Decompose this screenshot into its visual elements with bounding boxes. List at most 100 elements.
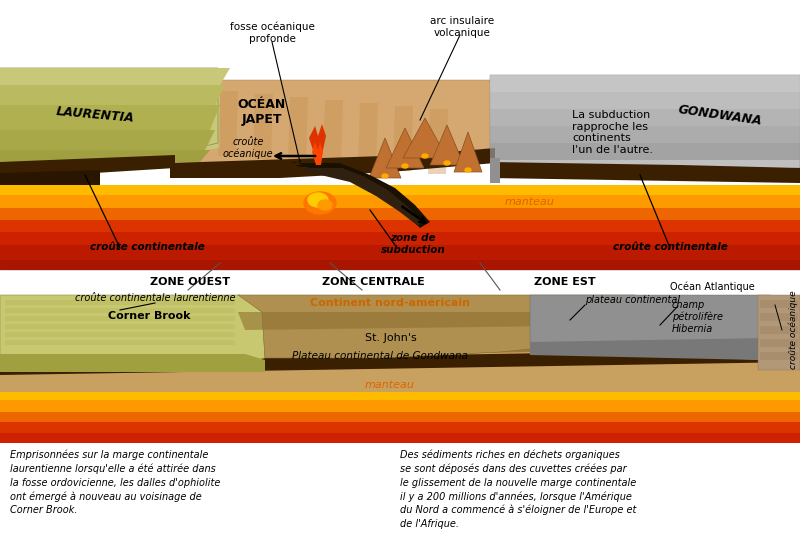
Polygon shape xyxy=(288,97,308,162)
Polygon shape xyxy=(0,349,800,375)
Polygon shape xyxy=(490,143,800,160)
Text: croûte continentale laurentienne: croûte continentale laurentienne xyxy=(74,293,235,303)
Polygon shape xyxy=(290,162,355,170)
Ellipse shape xyxy=(465,168,471,172)
Ellipse shape xyxy=(308,193,328,207)
Text: croûte continentale: croûte continentale xyxy=(90,242,205,252)
Ellipse shape xyxy=(402,164,408,168)
Polygon shape xyxy=(490,109,800,126)
Polygon shape xyxy=(490,92,800,109)
Polygon shape xyxy=(0,185,800,195)
Polygon shape xyxy=(490,158,500,183)
Polygon shape xyxy=(5,340,235,345)
Text: LAURENTIA: LAURENTIA xyxy=(55,105,134,125)
Polygon shape xyxy=(0,105,220,130)
Polygon shape xyxy=(5,308,235,313)
Text: GONDWANA: GONDWANA xyxy=(677,102,763,127)
Polygon shape xyxy=(0,162,90,185)
Text: OCÉAN
JAPET: OCÉAN JAPET xyxy=(238,98,286,126)
Polygon shape xyxy=(0,245,800,260)
Polygon shape xyxy=(218,91,238,156)
Polygon shape xyxy=(175,80,495,168)
Polygon shape xyxy=(0,345,800,392)
Text: Corner Brook: Corner Brook xyxy=(108,311,190,321)
Polygon shape xyxy=(760,300,798,308)
Text: manteau: manteau xyxy=(365,380,415,390)
Polygon shape xyxy=(5,300,235,305)
Polygon shape xyxy=(298,167,422,226)
Ellipse shape xyxy=(304,192,336,214)
Polygon shape xyxy=(0,85,225,105)
Polygon shape xyxy=(0,68,218,162)
Polygon shape xyxy=(0,208,800,220)
Polygon shape xyxy=(0,130,215,150)
Polygon shape xyxy=(393,106,413,171)
Polygon shape xyxy=(403,118,447,158)
Polygon shape xyxy=(295,165,430,228)
Text: Continent nord-américain: Continent nord-américain xyxy=(310,298,470,308)
Text: ZONE EST: ZONE EST xyxy=(534,277,596,287)
Polygon shape xyxy=(238,295,645,358)
Text: arc insulaire
volcanique: arc insulaire volcanique xyxy=(430,16,494,38)
Text: croûte océanique: croûte océanique xyxy=(788,291,798,369)
Polygon shape xyxy=(312,142,323,165)
Text: croûte continentale: croûte continentale xyxy=(613,242,727,252)
Polygon shape xyxy=(0,150,210,162)
Polygon shape xyxy=(0,68,230,85)
Polygon shape xyxy=(0,170,100,185)
Polygon shape xyxy=(758,295,800,370)
Polygon shape xyxy=(358,103,378,168)
Polygon shape xyxy=(253,94,273,159)
Polygon shape xyxy=(0,341,800,362)
Polygon shape xyxy=(386,128,424,168)
Text: champ
pétrolifère
Hibernia: champ pétrolifère Hibernia xyxy=(672,300,723,334)
Polygon shape xyxy=(0,220,800,232)
Polygon shape xyxy=(309,124,326,165)
Text: St. John's: St. John's xyxy=(365,333,417,343)
Polygon shape xyxy=(490,75,800,92)
Polygon shape xyxy=(0,354,265,372)
Polygon shape xyxy=(183,88,203,153)
Polygon shape xyxy=(323,100,343,165)
Polygon shape xyxy=(0,68,220,165)
Polygon shape xyxy=(760,339,798,347)
Text: ZONE CENTRALE: ZONE CENTRALE xyxy=(322,277,424,287)
Polygon shape xyxy=(5,324,235,329)
Polygon shape xyxy=(490,75,800,172)
Ellipse shape xyxy=(444,161,450,165)
Text: Océan Atlantique: Océan Atlantique xyxy=(670,282,755,292)
Polygon shape xyxy=(530,338,800,360)
Polygon shape xyxy=(430,125,464,165)
Polygon shape xyxy=(760,352,798,360)
Polygon shape xyxy=(428,109,448,174)
Text: plateau continental: plateau continental xyxy=(585,295,680,305)
Text: fosse océanique
profonde: fosse océanique profonde xyxy=(230,22,314,44)
Polygon shape xyxy=(760,326,798,334)
Text: Plateau continental de Gondwana: Plateau continental de Gondwana xyxy=(292,351,468,361)
Polygon shape xyxy=(5,316,235,321)
Ellipse shape xyxy=(422,154,428,158)
Polygon shape xyxy=(0,260,800,270)
Polygon shape xyxy=(0,155,175,173)
Polygon shape xyxy=(0,390,800,400)
Text: Emprisonnées sur la marge continentale
laurentienne lorsqu'elle a été attirée da: Emprisonnées sur la marge continentale l… xyxy=(10,450,220,515)
Polygon shape xyxy=(454,132,482,172)
Polygon shape xyxy=(0,422,800,433)
Text: ZONE OUEST: ZONE OUEST xyxy=(150,277,230,287)
Polygon shape xyxy=(170,148,495,178)
Polygon shape xyxy=(0,433,800,443)
Text: zone de
subduction: zone de subduction xyxy=(381,233,446,255)
Polygon shape xyxy=(490,126,800,143)
Ellipse shape xyxy=(318,200,332,210)
Polygon shape xyxy=(530,295,800,360)
Text: Des sédiments riches en déchets organiques
se sont déposés dans des cuvettes cré: Des sédiments riches en déchets organiqu… xyxy=(400,450,636,529)
Polygon shape xyxy=(369,138,401,178)
Text: croûte
océanique: croûte océanique xyxy=(222,137,274,159)
Text: manteau: manteau xyxy=(505,197,555,207)
Polygon shape xyxy=(0,400,800,412)
Polygon shape xyxy=(238,312,640,330)
Polygon shape xyxy=(0,295,265,364)
Text: La subduction
rapproche les
continents
l'un de l'autre.: La subduction rapproche les continents l… xyxy=(572,110,653,155)
Polygon shape xyxy=(760,313,798,321)
Polygon shape xyxy=(5,332,235,337)
